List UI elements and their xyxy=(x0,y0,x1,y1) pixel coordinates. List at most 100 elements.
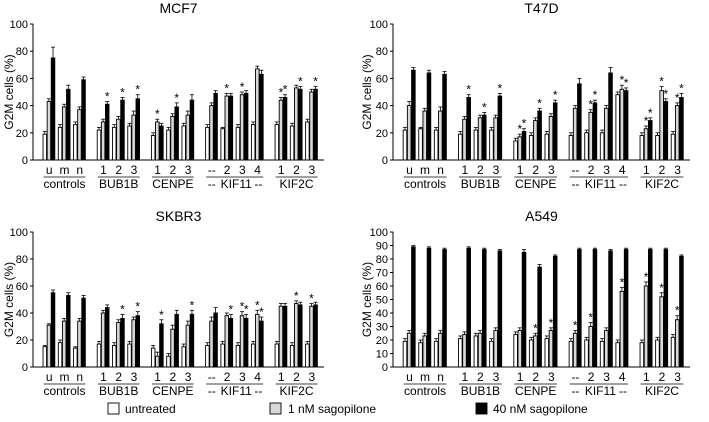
x-tick-label: -- xyxy=(208,370,216,384)
bar-untreated xyxy=(418,128,423,161)
x-tick-label: 3 xyxy=(674,163,681,177)
bar-1nm xyxy=(619,88,625,161)
group-label: BUB1B xyxy=(99,384,138,398)
significance-star: * xyxy=(240,300,245,314)
significance-star: * xyxy=(533,321,538,335)
significance-star: * xyxy=(659,281,664,295)
chart-panel-skbr3: SKBR3 G2M cells (%) 0 20 40 60 80 100 u m ncontrol… xyxy=(2,208,324,398)
bar-1nm xyxy=(131,114,136,161)
bar-untreated xyxy=(513,140,518,161)
x-tick-label: 3 xyxy=(548,163,555,177)
x-tick-label: 1 xyxy=(154,370,161,384)
x-tick-label: n xyxy=(76,163,83,177)
bar-1nm xyxy=(477,117,483,161)
group-label-part: -- xyxy=(619,384,627,398)
significance-star: * xyxy=(244,302,249,316)
y-tick-label: 0 xyxy=(382,362,388,374)
bar-40nm xyxy=(66,295,71,368)
bar-40nm xyxy=(189,99,195,161)
bar-untreated xyxy=(599,132,605,161)
significance-star: * xyxy=(659,75,664,89)
bar-1nm xyxy=(406,105,412,161)
x-tick-label: 2 xyxy=(170,370,177,384)
bar-untreated xyxy=(96,343,102,368)
significance-star: * xyxy=(279,85,284,99)
bar-1nm xyxy=(572,332,578,368)
x-tick-label: 1 xyxy=(100,163,107,177)
significance-star: * xyxy=(120,85,125,99)
x-tick-label: m xyxy=(420,163,430,177)
significance-star: * xyxy=(549,316,554,330)
bar-untreated xyxy=(402,129,408,161)
bar-untreated xyxy=(418,342,423,368)
bar-1nm xyxy=(477,332,483,368)
x-tick-label: 3 xyxy=(308,163,315,177)
x-tick-label: 2 xyxy=(532,370,539,384)
bar-40nm xyxy=(298,88,303,161)
significance-star: * xyxy=(522,117,527,131)
significance-star: * xyxy=(466,83,471,97)
bar-1nm xyxy=(572,107,578,161)
x-tick-label: -- xyxy=(571,163,579,177)
x-tick-label: u xyxy=(406,370,413,384)
bar-40nm xyxy=(66,88,71,161)
significance-star: * xyxy=(620,275,625,289)
bar-40nm xyxy=(411,246,416,368)
bar-1nm xyxy=(438,332,443,368)
bar-40nm xyxy=(592,249,598,368)
bar-untreated xyxy=(655,339,660,368)
bar-untreated xyxy=(166,355,171,368)
bar-untreated xyxy=(274,124,280,161)
bar-1nm xyxy=(239,315,245,368)
x-tick-label: 3 xyxy=(185,163,192,177)
bar-40nm xyxy=(159,125,164,161)
bar-1nm xyxy=(674,319,680,368)
x-tick-label: 3 xyxy=(674,370,681,384)
x-tick-label: 2 xyxy=(170,163,177,177)
x-tick-label: 1 xyxy=(461,370,468,384)
bar-untreated xyxy=(112,344,117,368)
bar-untreated xyxy=(305,121,310,161)
x-tick-label: 3 xyxy=(548,370,555,384)
bar-untreated xyxy=(42,346,48,368)
bar-40nm xyxy=(282,305,288,368)
bar-40nm xyxy=(426,72,432,161)
y-axis-label: G2M cells (%) xyxy=(2,54,16,129)
bar-untreated xyxy=(220,128,225,161)
bar-1nm xyxy=(100,121,106,161)
bar-1nm xyxy=(77,109,82,161)
bar-40nm xyxy=(648,249,653,368)
bar-40nm xyxy=(482,249,487,368)
bar-40nm xyxy=(521,251,527,368)
bar-untreated xyxy=(473,335,479,368)
bar-1nm xyxy=(255,313,260,368)
bar-1nm xyxy=(548,116,554,161)
y-tick-label: 0 xyxy=(382,155,388,167)
bar-1nm xyxy=(116,322,121,368)
bar-untreated xyxy=(181,125,186,161)
significance-star: * xyxy=(294,289,299,303)
bar-untreated xyxy=(615,342,620,368)
chart-title: T47D xyxy=(524,0,558,16)
x-tick-label: 2 xyxy=(115,370,122,384)
bar-1nm xyxy=(604,330,609,368)
significance-star: * xyxy=(482,100,487,114)
significance-star: * xyxy=(135,83,140,97)
bar-40nm xyxy=(81,297,86,368)
bar-1nm xyxy=(61,320,67,368)
bar-1nm xyxy=(674,105,680,161)
bar-1nm xyxy=(255,68,260,161)
y-tick-label: 30 xyxy=(376,322,388,334)
bar-40nm xyxy=(213,92,218,161)
bar-1nm xyxy=(659,90,664,161)
y-tick-label: 80 xyxy=(16,46,28,58)
bar-40nm xyxy=(577,83,582,161)
bar-untreated xyxy=(250,124,256,161)
bar-1nm xyxy=(61,106,67,161)
y-tick-label: 80 xyxy=(376,46,388,58)
bar-40nm xyxy=(120,99,125,161)
x-tick-label: 1 xyxy=(517,370,524,384)
x-tick-label: m xyxy=(59,163,69,177)
significance-star: * xyxy=(648,106,653,120)
